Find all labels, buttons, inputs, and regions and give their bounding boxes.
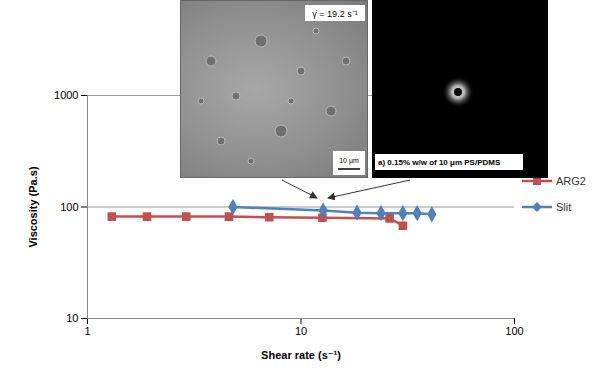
svg-text:10: 10 — [66, 312, 78, 324]
svg-text:100: 100 — [60, 201, 78, 213]
svg-text:100: 100 — [505, 325, 523, 337]
svg-text:10 μm: 10 μm — [339, 157, 359, 165]
svg-text:a) 0.15% w/w of 10 μm PS/PDMS: a) 0.15% w/w of 10 μm PS/PDMS — [378, 158, 501, 167]
svg-text:1000: 1000 — [54, 89, 78, 101]
svg-text:γ̇ = 19.2 s⁻¹: γ̇ = 19.2 s⁻¹ — [312, 9, 357, 19]
svg-text:Shear rate (s⁻¹): Shear rate (s⁻¹) — [261, 349, 341, 361]
svg-text:10: 10 — [295, 325, 307, 337]
svg-text:1: 1 — [84, 325, 90, 337]
html-text:ARG2: ARG2 — [556, 175, 586, 187]
svg-text:Viscosity (Pa.s): Viscosity (Pa.s) — [27, 166, 39, 247]
html-text:Slit: Slit — [556, 201, 572, 213]
